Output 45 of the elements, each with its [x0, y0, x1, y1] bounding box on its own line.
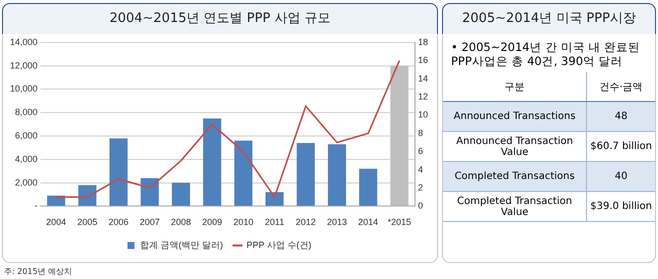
text: 48	[586, 102, 655, 132]
text: $60.7 billion	[586, 132, 655, 162]
x-tick-label: 2006	[108, 217, 129, 228]
x-tick-label: *2015	[388, 217, 412, 228]
y2-tick-label: 0	[418, 200, 424, 211]
y-tick-label: 4,000	[14, 154, 38, 164]
text: 건수·금액	[586, 72, 655, 102]
x-tick-label: 2005	[77, 217, 98, 228]
legend-label: PPP 사업 수(건)	[246, 240, 312, 250]
x-tick-label: 2014	[358, 217, 378, 228]
y-tick-label: 2,000	[14, 177, 38, 188]
y2-tick-label: 8	[418, 128, 424, 138]
x-tick-label: 2011	[264, 217, 284, 228]
text: Completed Transaction Value	[443, 192, 587, 222]
y2-tick-label: 16	[418, 55, 428, 66]
x-tick-label: 2009	[202, 217, 222, 228]
text: 40	[586, 162, 655, 192]
chart-title: 2004~2015년 연도별 PPP 사업 규모	[2, 3, 438, 34]
text: 주: 2015년 예상치	[4, 266, 72, 277]
y2-tick-label: 6	[418, 146, 424, 156]
text: Announced Transaction Value	[443, 132, 587, 162]
y-tick-label: -	[34, 200, 38, 211]
x-tick-label: 2004	[46, 217, 66, 228]
y-tick-label: 14,000	[10, 36, 38, 47]
text: 구분	[443, 72, 587, 102]
legend-label: 합계 금액(백만 달러)	[140, 240, 223, 250]
y2-tick-label: 2	[418, 182, 424, 192]
text: $39.0 billion	[586, 192, 655, 222]
text: Completed Transactions	[443, 162, 587, 192]
text: • 2005~2014년 간 미국 내 완료된 PPP사업은 총 40건, 390억 달러	[450, 39, 642, 70]
y2-tick-label: 18	[418, 36, 428, 47]
y2-tick-label: 14	[418, 73, 428, 84]
y2-tick-label: 12	[418, 91, 428, 102]
y2-tick-label: 10	[418, 110, 428, 120]
x-tick-label: 2012	[296, 217, 316, 228]
x-tick-label: 2007	[140, 217, 160, 228]
y-tick-label: 8,000	[14, 107, 38, 118]
x-tick-label: 2008	[170, 217, 191, 228]
y-tick-label: 6,000	[14, 130, 38, 140]
x-tick-label: 2013	[326, 217, 347, 228]
y2-tick-label: 4	[418, 164, 424, 174]
y-tick-label: 10,000	[10, 84, 38, 94]
y-tick-label: 12,000	[10, 60, 38, 70]
x-tick-label: 2010	[233, 217, 254, 228]
text: Announced Transactions	[443, 102, 587, 132]
